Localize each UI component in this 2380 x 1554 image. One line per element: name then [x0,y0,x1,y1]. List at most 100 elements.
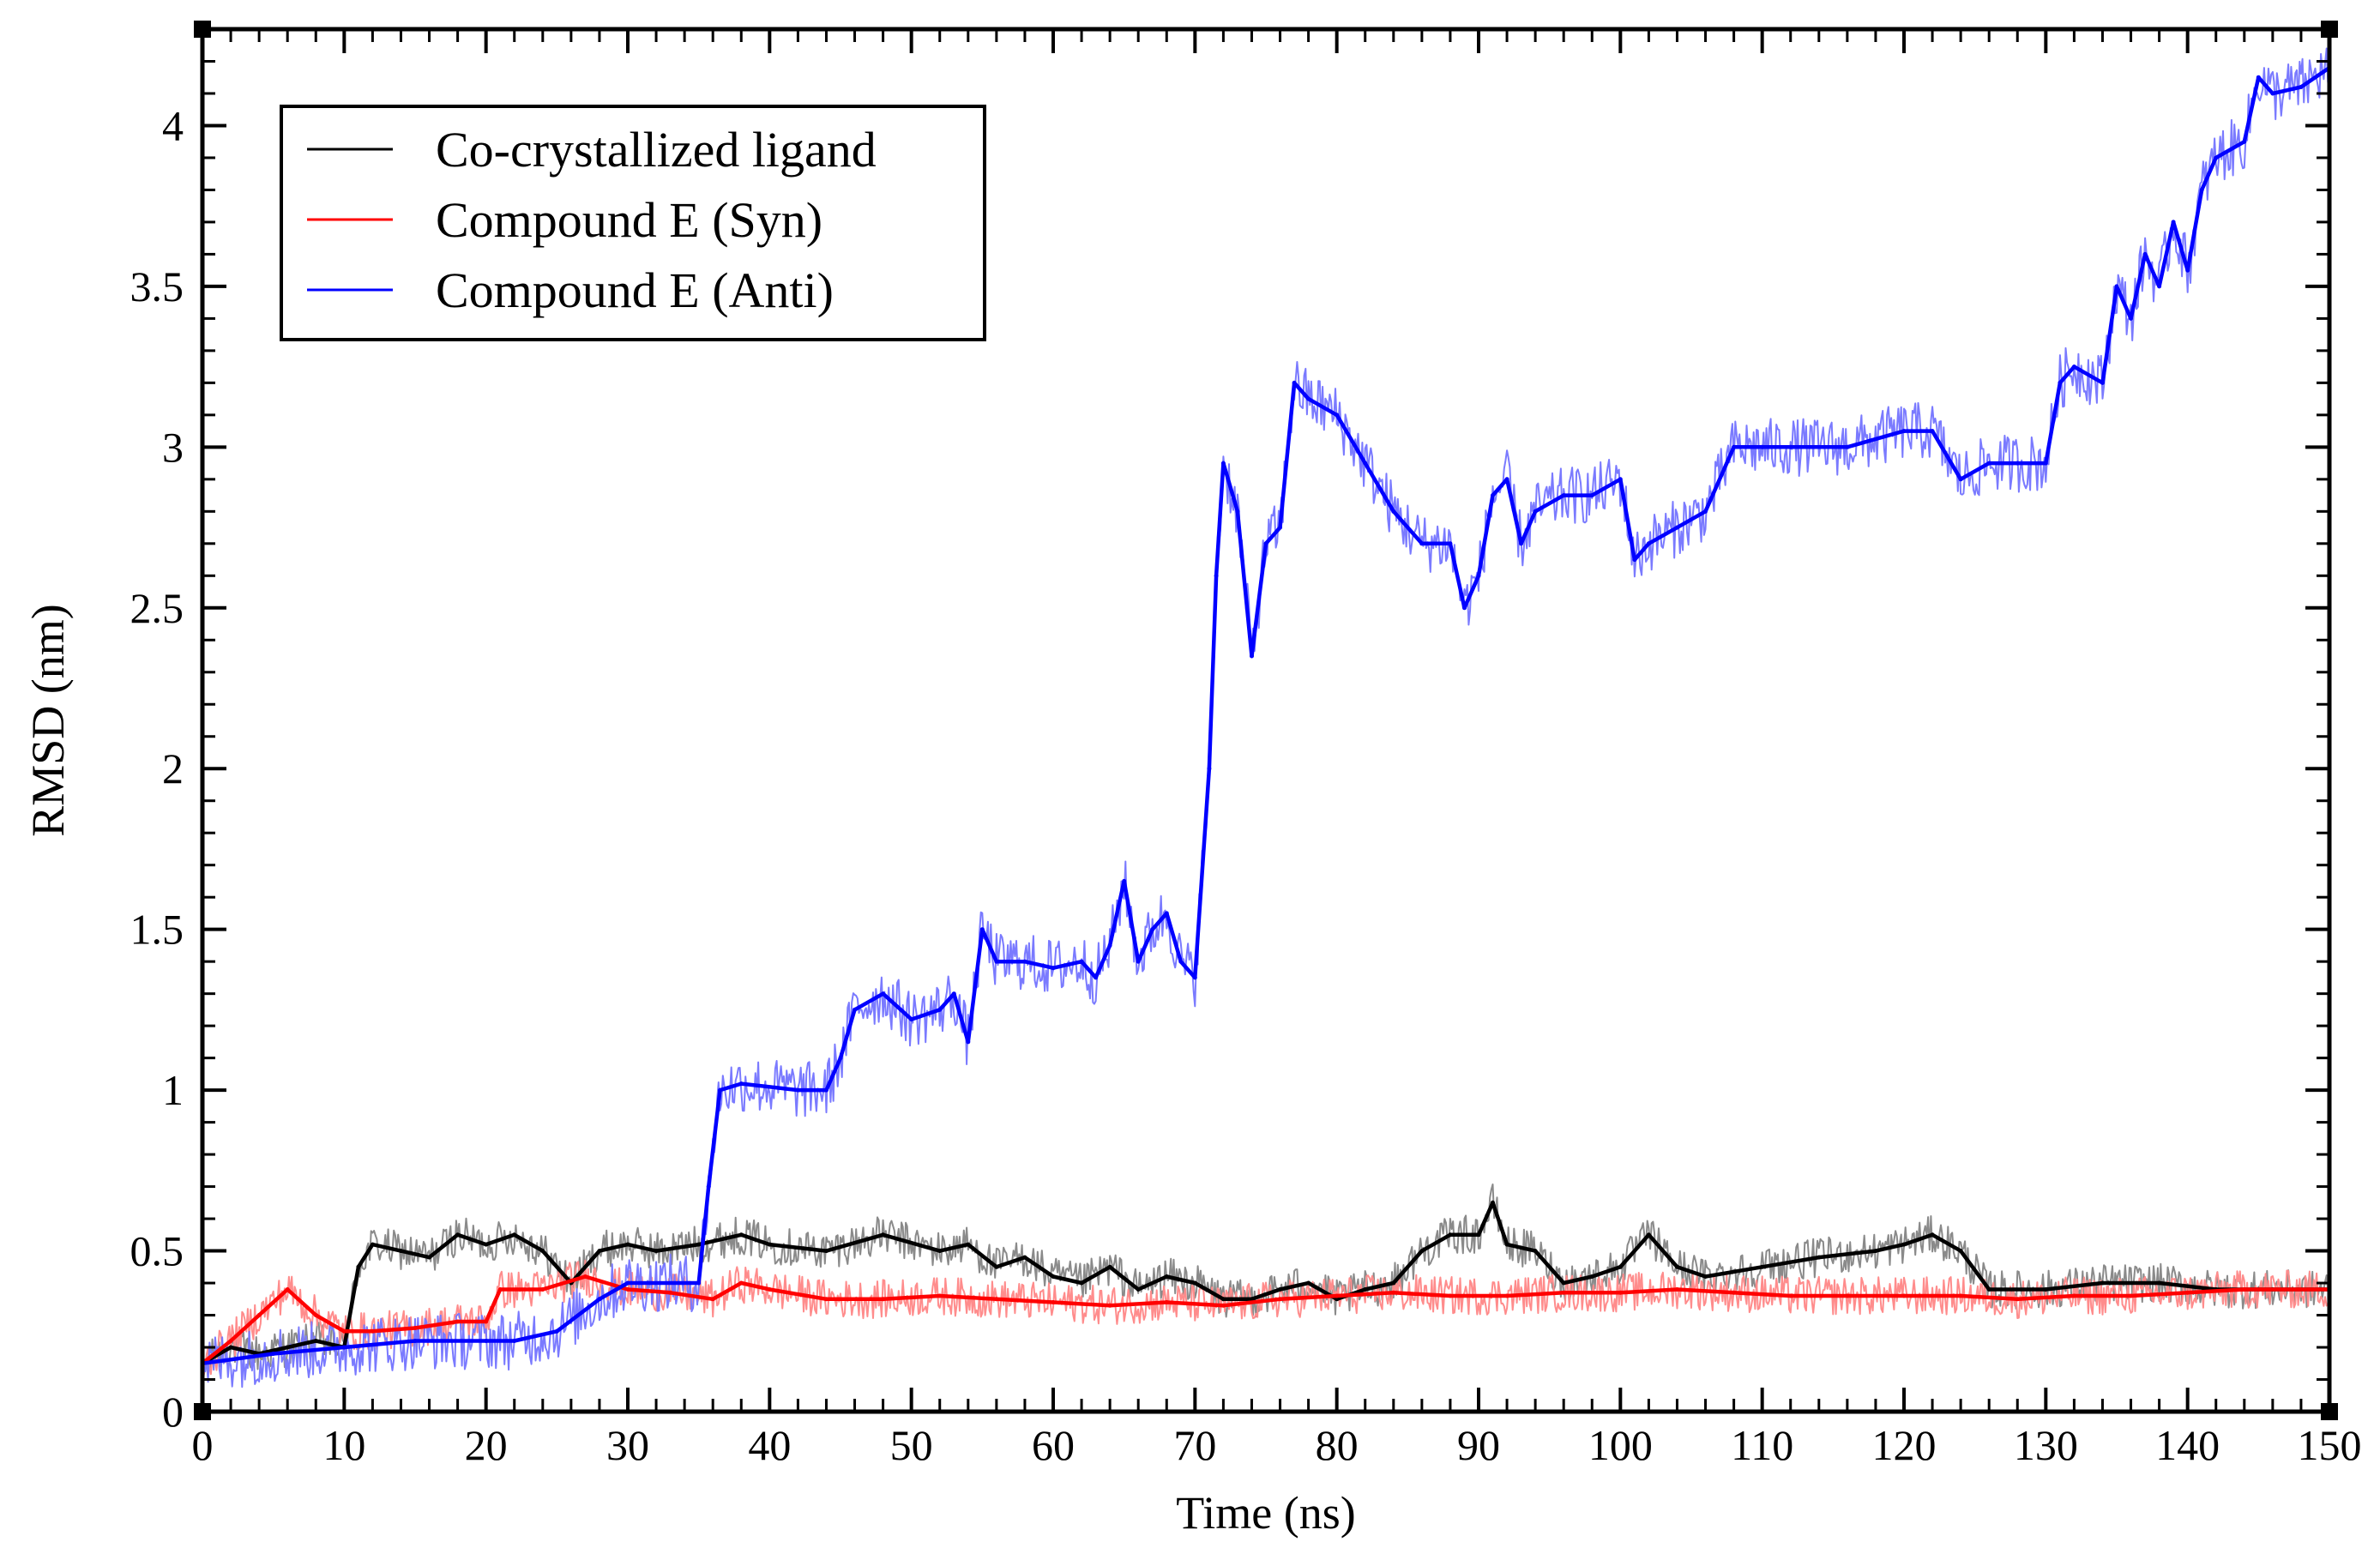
x-tick-label: 110 [1731,1421,1793,1469]
data-point-compound-e-syn [767,1287,772,1292]
data-point-co-crystallized-ligand [427,1255,431,1260]
corner-mark [2321,21,2338,38]
legend-box [280,105,986,341]
data-point-compound-e-anti [824,1087,828,1093]
data-point-compound-e-anti [1462,605,1467,611]
legend: Co-crystallized ligand Compound E (Syn) … [280,105,986,341]
y-axis: 0 0.5 1 1.5 2 2.5 3 3.5 4 [130,27,2329,1436]
data-point-co-crystallized-ligand [285,1345,290,1350]
data-point-compound-e-anti [979,927,985,932]
data-point-co-crystallized-ligand [1504,1242,1509,1247]
data-point-compound-e-anti [1703,509,1708,514]
data-point-compound-e-anti [1788,444,1793,449]
data-point-compound-e-anti [1448,541,1453,546]
data-point-compound-e-syn [1675,1287,1679,1292]
data-point-compound-e-anti [2129,316,2133,321]
data-point-compound-e-syn [484,1319,489,1324]
data-point-co-crystallized-ligand [1335,1297,1340,1302]
data-point-compound-e-anti [1646,541,1651,546]
data-point-co-crystallized-ligand [1491,1200,1495,1205]
data-point-co-crystallized-ligand [1760,1264,1765,1269]
data-point-compound-e-syn [1788,1293,1793,1298]
data-point-compound-e-anti [1986,461,1991,466]
data-point-co-crystallized-ligand [1986,1287,1991,1292]
data-point-compound-e-anti [1136,959,1141,964]
legend-label-compound-e-anti: Compound E (Anti) [436,262,834,318]
data-point-compound-e-syn [1164,1300,1169,1304]
data-point-compound-e-anti [1079,959,1084,964]
data-point-co-crystallized-ligand [625,1242,630,1247]
data-point-compound-e-anti [271,1352,276,1356]
data-point-co-crystallized-ligand [1220,1297,1226,1302]
data-point-compound-e-anti [2142,251,2148,256]
data-point-compound-e-syn [881,1297,886,1302]
data-point-co-crystallized-ligand [1958,1249,1963,1254]
data-point-compound-e-anti [1235,509,1240,514]
data-point-compound-e-anti [2171,220,2176,225]
data-point-compound-e-anti [1022,959,1027,964]
data-point-co-crystallized-ligand [1278,1287,1282,1292]
data-point-compound-e-anti [413,1339,418,1343]
y-tick-label: 2 [162,744,184,792]
data-point-compound-e-anti [1220,461,1226,466]
data-point-co-crystallized-ligand [1079,1280,1084,1286]
data-point-co-crystallized-ligand [484,1242,489,1247]
data-point-compound-e-anti [1192,975,1197,980]
data-point-compound-e-syn [582,1274,587,1279]
data-point-compound-e-syn [1618,1290,1623,1295]
data-point-co-crystallized-ligand [2043,1287,2048,1292]
data-point-compound-e-anti [2256,75,2261,80]
data-point-compound-e-syn [370,1328,375,1334]
x-tick-label: 70 [1173,1421,1216,1469]
data-point-co-crystallized-ligand [767,1242,772,1247]
data-point-co-crystallized-ligand [1391,1280,1396,1286]
data-point-co-crystallized-ligand [1250,1297,1254,1302]
data-point-co-crystallized-ligand [966,1242,971,1247]
data-point-compound-e-anti [1760,444,1765,449]
data-point-compound-e-anti [1958,477,1963,482]
series-line-compound-e-anti [202,66,2331,1366]
data-point-compound-e-syn [1107,1303,1112,1308]
data-point-compound-e-anti [2199,187,2204,192]
data-point-co-crystallized-ligand [1476,1232,1481,1238]
data-point-co-crystallized-ligand [313,1339,318,1343]
data-point-compound-e-syn [341,1328,346,1334]
data-point-co-crystallized-ligand [654,1249,659,1254]
data-point-co-crystallized-ligand [2157,1280,2162,1286]
data-point-compound-e-anti [795,1087,800,1093]
data-point-compound-e-anti [966,1039,971,1045]
x-tick-label: 90 [1457,1421,1500,1469]
data-point-compound-e-anti [1632,557,1637,563]
data-point-compound-e-syn [625,1287,630,1292]
noise-trace-compound-e-syn [202,1259,2330,1376]
x-tick-label: 130 [2014,1421,2078,1469]
y-tick-label: 0 [162,1388,184,1436]
data-point-co-crystallized-ligand [597,1249,602,1254]
data-point-compound-e-anti [1107,943,1112,948]
data-point-compound-e-anti [2299,85,2304,89]
corner-mark [194,1403,211,1420]
data-point-compound-e-syn [2242,1287,2247,1292]
data-point-compound-e-anti [1122,878,1127,883]
data-point-compound-e-syn [738,1280,744,1286]
data-point-co-crystallized-ligand [1448,1232,1453,1238]
data-point-co-crystallized-ligand [1646,1232,1651,1238]
data-point-compound-e-syn [1561,1290,1566,1295]
data-point-co-crystallized-ligand [1817,1255,1822,1260]
data-point-compound-e-anti [1732,444,1737,449]
data-point-compound-e-syn [2185,1290,2190,1295]
data-point-compound-e-anti [554,1328,559,1334]
data-point-compound-e-anti [2214,155,2219,160]
data-point-compound-e-anti [1930,429,1935,434]
data-point-compound-e-anti [1207,766,1212,771]
data-point-compound-e-anti [909,1017,914,1022]
data-point-co-crystallized-ligand [994,1264,999,1269]
y-tick-label: 4 [162,101,184,149]
data-point-co-crystallized-ligand [881,1232,886,1238]
data-point-co-crystallized-ligand [540,1249,545,1254]
data-point-compound-e-syn [455,1319,461,1324]
data-point-compound-e-anti [512,1339,517,1343]
data-point-compound-e-anti [2100,380,2105,385]
data-point-compound-e-anti [718,1087,722,1093]
data-point-co-crystallized-ligand [1873,1249,1878,1254]
